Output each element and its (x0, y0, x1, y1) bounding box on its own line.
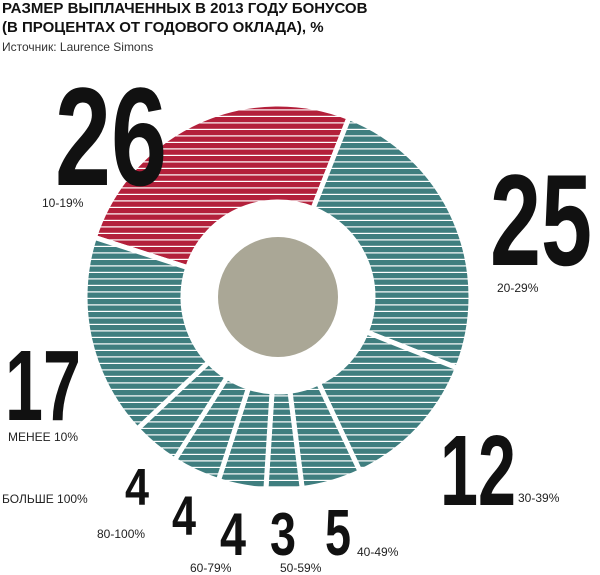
category-label: 10-19% (42, 196, 84, 210)
value-label: 4 (220, 501, 246, 568)
category-label: БОЛЬШЕ 100% (2, 492, 88, 506)
category-label: 40-49% (357, 545, 399, 559)
category-label: 30-39% (518, 491, 560, 505)
donut-segment (309, 114, 474, 372)
value-label: 4 (125, 459, 149, 517)
category-label: 80-100% (97, 527, 145, 541)
donut-segment (91, 101, 353, 271)
value-label: 12 (440, 415, 516, 527)
value-label: 5 (325, 496, 351, 569)
value-label: 4 (172, 484, 196, 547)
donut-segment (82, 234, 213, 433)
center-disc (218, 237, 338, 357)
value-label: 3 (270, 501, 296, 568)
chart-title: РАЗМЕР ВЫПЛАЧЕННЫХ В 2013 ГОДУ БОНУСОВ (2, 0, 368, 17)
category-label: 50-59% (280, 561, 322, 575)
category-label: МЕНЕЕ 10% (8, 430, 78, 444)
value-label: 17 (5, 330, 81, 442)
category-label: 60-79% (190, 561, 232, 575)
chart-subtitle: Источник: Laurence Simons (2, 40, 153, 54)
chart-title: (В ПРОЦЕНТАХ ОТ ГОДОВОГО ОКЛАДА), % (2, 19, 324, 36)
category-label: 20-29% (497, 281, 539, 295)
value-label: 25 (490, 147, 592, 293)
value-label: 26 (55, 58, 167, 215)
